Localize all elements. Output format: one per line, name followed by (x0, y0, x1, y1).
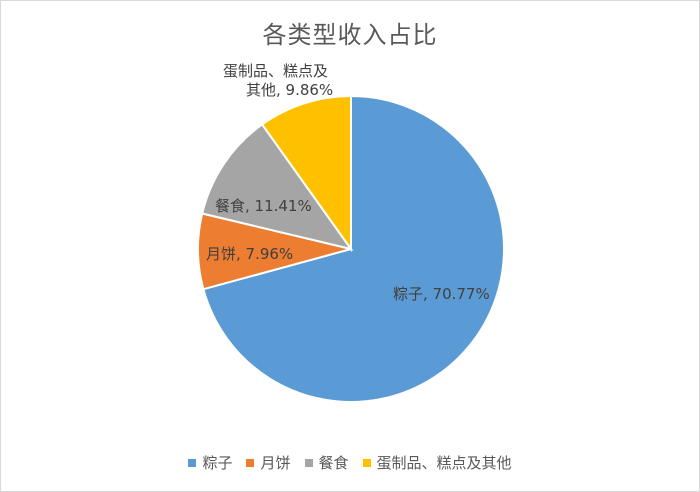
legend-swatch-zongzi (188, 458, 197, 467)
data-label-yuebing: 月饼, 7.96% (206, 245, 293, 263)
chart-title: 各类型收入占比 (262, 21, 438, 49)
legend-item-yuebing: 月饼 (246, 452, 291, 473)
data-label-zongzi: 粽子, 70.77% (393, 285, 490, 303)
slice-canshi (200, 123, 354, 251)
legend-swatch-canshi (304, 458, 313, 467)
legend-item-other: 蛋制品、糕点及其他 (362, 452, 512, 473)
slice-zongzi (202, 94, 505, 403)
legend-label-zongzi: 粽子 (202, 454, 233, 472)
legend-swatch-other (362, 458, 371, 467)
legend: 粽子 月饼 餐食 蛋制品、糕点及其他 (1, 452, 699, 473)
slice-other (260, 94, 352, 253)
legend-label-yuebing: 月饼 (260, 454, 291, 472)
pie-slices (197, 94, 505, 403)
legend-label-other: 蛋制品、糕点及其他 (376, 454, 512, 472)
legend-item-canshi: 餐食 (304, 452, 349, 473)
data-label-other-line1: 蛋制品、糕点及 (223, 62, 328, 80)
data-label-canshi: 餐食, 11.41% (215, 197, 312, 215)
legend-item-zongzi: 粽子 (188, 452, 232, 473)
legend-label-canshi: 餐食 (318, 454, 349, 472)
data-label-other-line2: 其他, 9.86% (246, 81, 333, 99)
pie-data-labels: 粽子, 70.77% 月饼, 7.96% 餐食, 11.41% 蛋制品、糕点及 … (206, 62, 490, 303)
legend-swatch-yuebing (246, 458, 255, 467)
